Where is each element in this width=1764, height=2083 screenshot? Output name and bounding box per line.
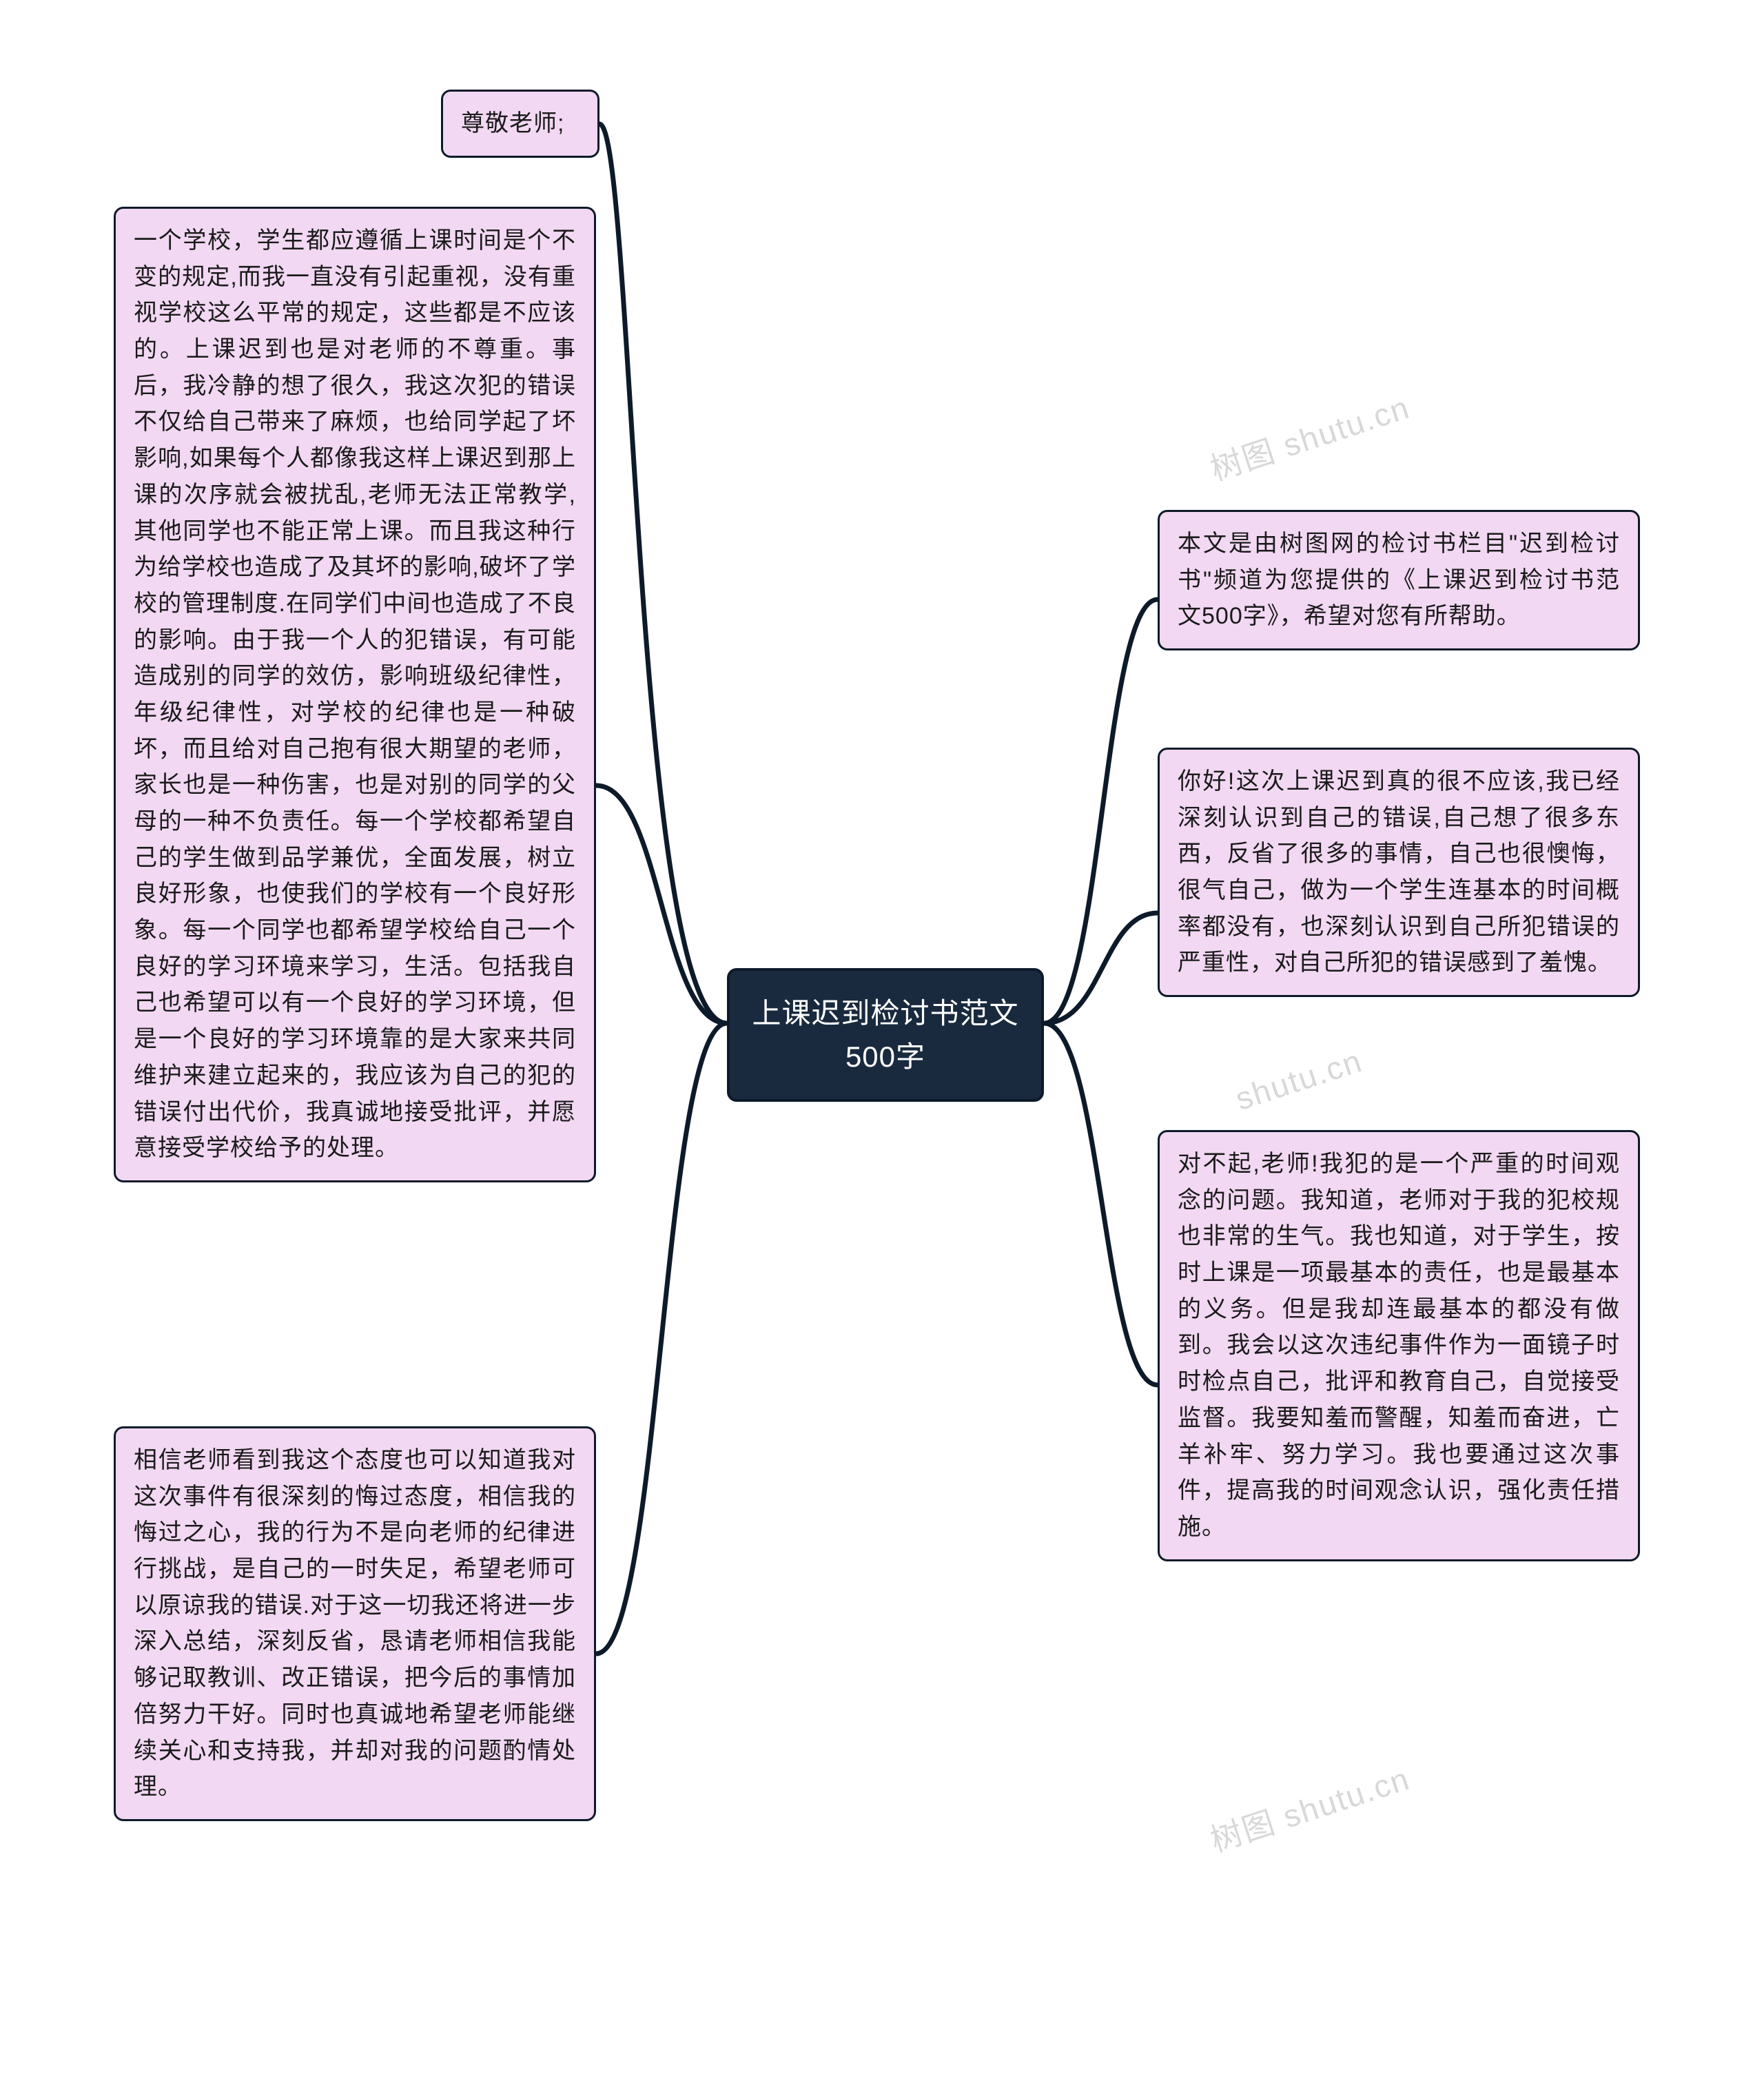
branch-node-r2[interactable]: 你好!这次上课迟到真的很不应该,我已经深刻认识到自己的错误,自己想了很多东西，反… xyxy=(1158,748,1640,997)
connector xyxy=(1044,599,1158,1023)
center-node-label: 上课迟到检讨书范文500字 xyxy=(752,997,1018,1073)
connector xyxy=(1044,1023,1158,1385)
watermark: 树图 shutu.cn xyxy=(1204,382,1415,490)
branch-node-r1[interactable]: 本文是由树图网的检讨书栏目"迟到检讨书"频道为您提供的《上课迟到检讨书范文500… xyxy=(1158,510,1640,650)
branch-node-r3[interactable]: 对不起,老师!我犯的是一个严重的时间观念的问题。我知道，老师对于我的犯校规也非常… xyxy=(1158,1130,1640,1561)
connector xyxy=(1044,913,1158,1023)
branch-text: 本文是由树图网的检讨书栏目"迟到检讨书"频道为您提供的《上课迟到检讨书范文500… xyxy=(1178,531,1620,629)
connector xyxy=(599,124,727,1023)
branch-text: 相信老师看到我这个态度也可以知道我对这次事件有很深刻的悔过态度，相信我的悔过之心… xyxy=(134,1447,576,1800)
branch-text: 尊敬老师; xyxy=(461,110,564,136)
connector xyxy=(596,786,727,1023)
branch-node-l3[interactable]: 相信老师看到我这个态度也可以知道我对这次事件有很深刻的悔过态度，相信我的悔过之心… xyxy=(114,1426,596,1821)
watermark: 树图 shutu.cn xyxy=(1204,1754,1415,1861)
branch-text: 对不起,老师!我犯的是一个严重的时间观念的问题。我知道，老师对于我的犯校规也非常… xyxy=(1178,1151,1620,1540)
branch-node-l2[interactable]: 一个学校，学生都应遵循上课时间是个不变的规定,而我一直没有引起重视，没有重视学校… xyxy=(114,207,596,1182)
branch-node-l1[interactable]: 尊敬老师; xyxy=(441,90,599,158)
connector xyxy=(596,1023,727,1654)
branch-text: 一个学校，学生都应遵循上课时间是个不变的规定,而我一直没有引起重视，没有重视学校… xyxy=(134,227,576,1161)
center-node[interactable]: 上课迟到检讨书范文500字 xyxy=(727,968,1044,1102)
mindmap-canvas: 树图 shutu.cn 树图 shutu.cn shutu.cn shutu.c… xyxy=(0,0,1764,2083)
branch-text: 你好!这次上课迟到真的很不应该,我已经深刻认识到自己的错误,自己想了很多东西，反… xyxy=(1178,768,1620,976)
watermark: shutu.cn xyxy=(1231,1042,1366,1118)
